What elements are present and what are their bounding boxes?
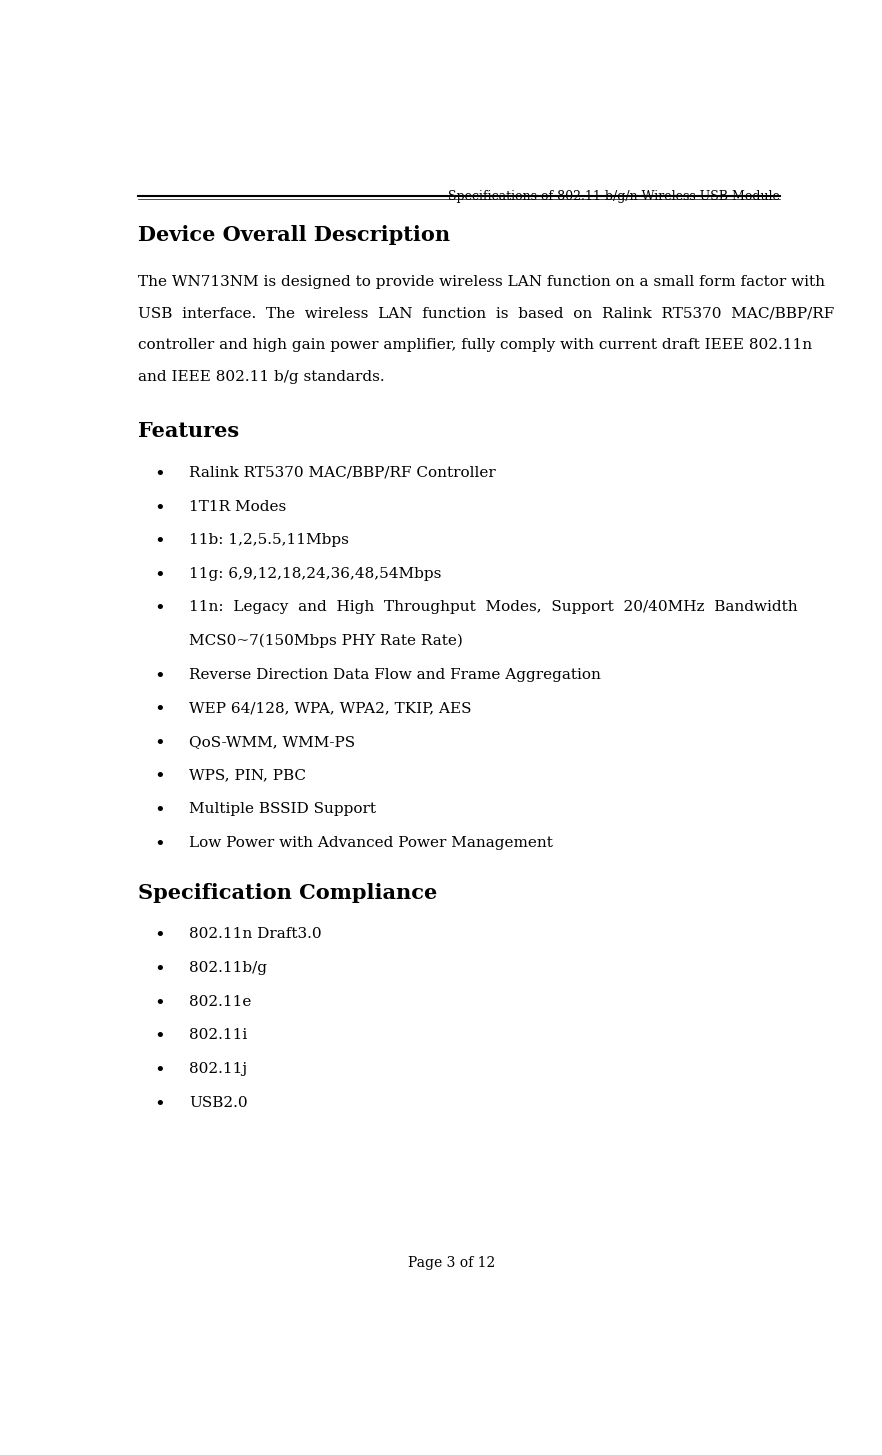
Text: Specification Compliance: Specification Compliance: [138, 883, 437, 902]
Text: •: •: [154, 466, 166, 485]
Text: WPS, PIN, PBC: WPS, PIN, PBC: [189, 768, 306, 783]
Text: 1T1R Modes: 1T1R Modes: [189, 499, 286, 514]
Text: WEP 64/128, WPA, WPA2, TKIP, AES: WEP 64/128, WPA, WPA2, TKIP, AES: [189, 701, 471, 716]
Text: 802.11j: 802.11j: [189, 1062, 247, 1075]
Text: •: •: [154, 668, 166, 685]
Text: Ralink RT5370 MAC/BBP/RF Controller: Ralink RT5370 MAC/BBP/RF Controller: [189, 466, 496, 480]
Text: 802.11e: 802.11e: [189, 995, 251, 1008]
Text: 802.11b/g: 802.11b/g: [189, 962, 267, 975]
Text: •: •: [154, 1096, 166, 1113]
Text: •: •: [154, 1062, 166, 1080]
Text: 11n:  Legacy  and  High  Throughput  Modes,  Support  20/40MHz  Bandwidth: 11n: Legacy and High Throughput Modes, S…: [189, 601, 797, 614]
Text: •: •: [154, 927, 166, 946]
Text: Features: Features: [138, 420, 239, 441]
Text: •: •: [154, 601, 166, 618]
Text: and IEEE 802.11 b/g standards.: and IEEE 802.11 b/g standards.: [138, 370, 385, 384]
Text: •: •: [154, 962, 166, 979]
Text: •: •: [154, 802, 166, 821]
Text: Page 3 of 12: Page 3 of 12: [408, 1256, 496, 1270]
Text: •: •: [154, 735, 166, 752]
Text: Reverse Direction Data Flow and Frame Aggregation: Reverse Direction Data Flow and Frame Ag…: [189, 668, 601, 681]
Text: USB  interface.  The  wireless  LAN  function  is  based  on  Ralink  RT5370  MA: USB interface. The wireless LAN function…: [138, 307, 833, 320]
Text: •: •: [154, 701, 166, 719]
Text: •: •: [154, 768, 166, 786]
Text: •: •: [154, 567, 166, 585]
Text: 802.11i: 802.11i: [189, 1029, 247, 1042]
Text: Multiple BSSID Support: Multiple BSSID Support: [189, 802, 376, 816]
Text: •: •: [154, 533, 166, 551]
Text: •: •: [154, 995, 166, 1013]
Text: MCS0~7(150Mbps PHY Rate Rate): MCS0~7(150Mbps PHY Rate Rate): [189, 634, 463, 649]
Text: USB2.0: USB2.0: [189, 1096, 248, 1110]
Text: QoS-WMM, WMM-PS: QoS-WMM, WMM-PS: [189, 735, 355, 749]
Text: 802.11n Draft3.0: 802.11n Draft3.0: [189, 927, 321, 941]
Text: Device Overall Description: Device Overall Description: [138, 226, 450, 244]
Text: The WN713NM is designed to provide wireless LAN function on a small form factor : The WN713NM is designed to provide wirel…: [138, 275, 825, 290]
Text: Specifications of 802.11 b/g/n Wireless USB Module: Specifications of 802.11 b/g/n Wireless …: [448, 189, 781, 202]
Text: 11g: 6,9,12,18,24,36,48,54Mbps: 11g: 6,9,12,18,24,36,48,54Mbps: [189, 567, 441, 581]
Text: Low Power with Advanced Power Management: Low Power with Advanced Power Management: [189, 835, 553, 850]
Text: •: •: [154, 499, 166, 518]
Text: 11b: 1,2,5.5,11Mbps: 11b: 1,2,5.5,11Mbps: [189, 533, 348, 547]
Text: •: •: [154, 835, 166, 854]
Text: •: •: [154, 1029, 166, 1046]
Text: controller and high gain power amplifier, fully comply with current draft IEEE 8: controller and high gain power amplifier…: [138, 338, 811, 352]
